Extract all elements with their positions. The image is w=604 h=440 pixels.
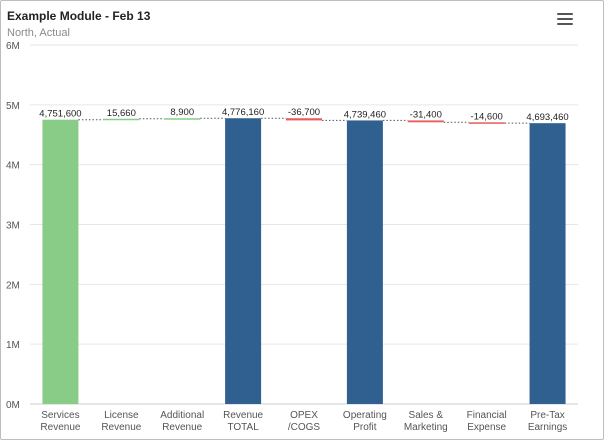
y-tick-label: 1M xyxy=(6,340,20,351)
x-tick-label: Financial xyxy=(467,410,507,421)
y-tick-label: 6M xyxy=(6,41,20,52)
data-label: 4,693,460 xyxy=(526,112,568,123)
data-label: 8,900 xyxy=(170,107,194,118)
data-label: 4,751,600 xyxy=(39,109,81,120)
data-label: 15,660 xyxy=(107,108,136,119)
bar-5 xyxy=(346,120,383,405)
x-tick-label: Expense xyxy=(467,422,506,433)
x-tick-label: TOTAL xyxy=(227,422,259,433)
bar-8 xyxy=(529,123,566,404)
x-tick-label: Profit xyxy=(353,422,377,433)
y-tick-label: 4M xyxy=(6,161,20,172)
data-label: -14,600 xyxy=(471,111,503,122)
data-label: 4,739,460 xyxy=(344,109,386,120)
bar-7 xyxy=(468,122,505,124)
hamburger-menu-icon[interactable] xyxy=(557,13,573,27)
x-tick-label: Revenue xyxy=(223,410,263,421)
bar-0 xyxy=(42,119,79,405)
x-tick-label: Revenue xyxy=(40,422,80,433)
x-tick-label: Revenue xyxy=(101,422,141,433)
x-tick-label: Services xyxy=(41,410,79,421)
bar-3 xyxy=(225,118,262,404)
bar-4 xyxy=(286,118,322,121)
x-tick-label: Sales & xyxy=(409,410,444,421)
bar-1 xyxy=(103,118,140,121)
bar-6 xyxy=(407,120,444,123)
chart-title: Example Module - Feb 13 xyxy=(7,9,151,23)
y-tick-label: 0M xyxy=(6,400,20,411)
x-tick-label: Pre-Tax xyxy=(530,410,564,421)
data-label: 4,776,160 xyxy=(222,107,264,118)
y-tick-label: 3M xyxy=(6,221,20,232)
y-tick-label: 2M xyxy=(6,280,20,291)
x-tick-label: License xyxy=(104,410,139,421)
x-tick-label: /COGS xyxy=(288,422,321,433)
data-label: -36,700 xyxy=(288,107,320,118)
x-tick-label: Revenue xyxy=(162,422,202,433)
x-tick-label: Marketing xyxy=(404,422,448,433)
x-tick-label: Operating xyxy=(343,410,387,421)
x-tick-label: Additional xyxy=(160,410,204,421)
x-tick-label: OPEX xyxy=(290,410,318,421)
y-tick-label: 5M xyxy=(6,101,20,112)
chart-subtitle: North, Actual xyxy=(7,27,70,39)
data-label: -31,400 xyxy=(410,109,442,120)
bar-2 xyxy=(164,118,201,120)
x-tick-label: Earnings xyxy=(528,422,567,433)
